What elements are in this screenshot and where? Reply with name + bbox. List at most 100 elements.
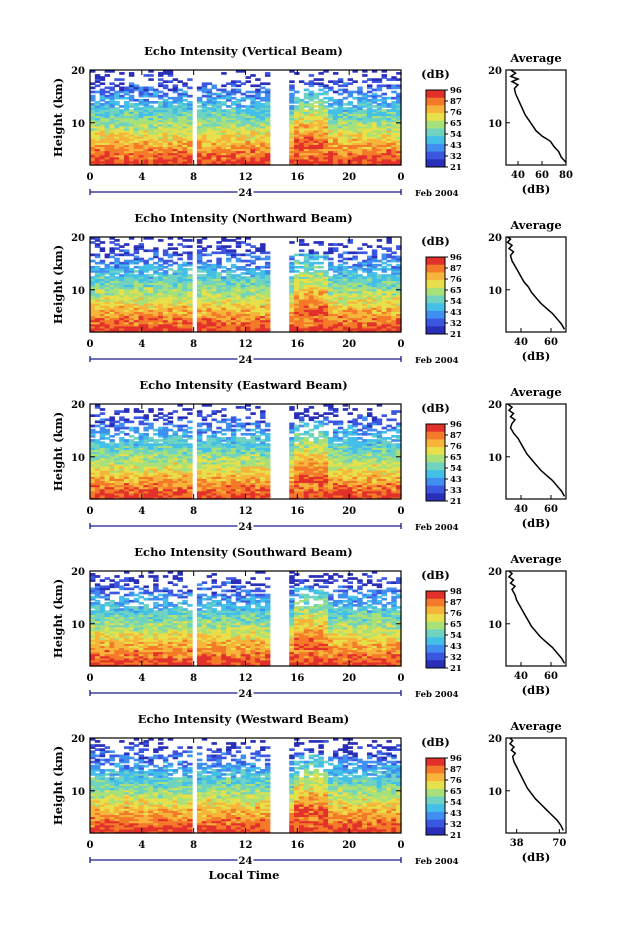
heatmap-cell <box>138 98 145 102</box>
heatmap-cell <box>133 311 140 315</box>
heatmap-cell <box>328 127 334 131</box>
average-x-tick-label: 80 <box>559 170 573 181</box>
heatmap-cell <box>138 158 145 162</box>
heatmap-cell <box>211 152 217 156</box>
heatmap-cell <box>196 325 203 329</box>
heatmap-cell <box>187 103 193 106</box>
heatmap-cell <box>235 100 242 104</box>
heatmap-cell <box>298 140 305 143</box>
heatmap-cell <box>99 154 106 158</box>
heatmap-cell <box>90 158 96 162</box>
heatmap-cell <box>128 327 135 331</box>
heatmap-cell <box>90 82 96 86</box>
heatmap-cell <box>226 251 232 255</box>
heatmap-cell <box>235 307 242 310</box>
heatmap-cell <box>376 115 383 119</box>
heatmap-cell <box>158 443 164 446</box>
heatmap-cell <box>196 115 203 119</box>
heatmap-cell <box>386 115 392 119</box>
heatmap-cell <box>153 284 159 288</box>
heatmap-cell <box>298 148 305 152</box>
heatmap-cell <box>196 156 203 160</box>
colorbar-swatch <box>426 159 445 168</box>
heatmap-cell <box>158 439 164 442</box>
heatmap-cell <box>264 105 271 108</box>
heatmap-cell <box>196 160 203 164</box>
heatmap-cell <box>124 140 130 143</box>
heatmap-cell <box>250 115 256 119</box>
heatmap-cell <box>143 154 149 158</box>
heatmap-cell <box>177 162 183 166</box>
heatmap-cell <box>342 245 349 248</box>
heatmap-cell <box>182 136 188 139</box>
heatmap-cell <box>99 90 106 94</box>
heatmap-cell <box>148 152 154 156</box>
heatmap-cell <box>201 298 208 302</box>
heatmap-cell <box>250 131 256 135</box>
heatmap-cell <box>206 160 213 164</box>
heatmap-cell <box>250 144 256 148</box>
heatmap-cell <box>201 315 208 319</box>
heatmap-cell <box>153 100 159 104</box>
heatmap-cell <box>119 309 125 312</box>
heatmap-cell <box>230 265 237 269</box>
heatmap-cell <box>250 117 256 121</box>
heatmap-cell <box>133 323 140 327</box>
heatmap-cell <box>90 319 96 323</box>
heatmap-cell <box>143 296 149 300</box>
heatmap-cell <box>318 121 324 125</box>
heatmap-cell <box>114 100 120 104</box>
heatmap-cell <box>332 80 339 83</box>
heatmap-cell <box>328 162 334 166</box>
heatmap-cell <box>230 249 237 253</box>
heatmap-cell <box>264 125 271 129</box>
heatmap-cell <box>230 154 237 158</box>
heatmap-cell <box>226 134 232 137</box>
heatmap-cell <box>386 138 392 141</box>
heatmap-cell <box>153 265 159 269</box>
heatmap-cell <box>162 134 169 137</box>
heatmap-cell <box>177 92 183 96</box>
heatmap-cell <box>138 284 145 288</box>
heatmap-cell <box>313 156 319 160</box>
heatmap-cell <box>381 119 388 123</box>
heatmap-cell <box>226 152 232 156</box>
heatmap-cell <box>391 103 397 106</box>
heatmap-cell <box>90 70 96 73</box>
heatmap-cell <box>138 257 145 261</box>
heatmap-cell <box>187 292 193 296</box>
heatmap-cell <box>177 156 183 160</box>
heatmap-cell <box>371 115 378 119</box>
heatmap-cell <box>298 103 305 106</box>
heatmap-cell <box>308 148 315 152</box>
heatmap-cell <box>235 125 242 129</box>
heatmap-cell <box>143 119 149 123</box>
heatmap-cell <box>162 152 169 156</box>
heatmap-cell <box>211 298 217 302</box>
heatmap-cell <box>124 323 130 327</box>
heatmap-cell <box>143 109 149 112</box>
heatmap-cell <box>396 138 402 141</box>
heatmap <box>90 404 402 500</box>
heatmap-cell <box>124 303 130 306</box>
heatmap-cell <box>90 140 96 143</box>
heatmap-cell <box>133 127 140 131</box>
heatmap-cell <box>148 150 154 154</box>
heatmap-cell <box>148 146 154 150</box>
heatmap-cell <box>289 119 295 123</box>
heatmap-cell <box>124 134 130 137</box>
heatmap-cell <box>153 298 159 302</box>
heatmap-cell <box>99 259 106 263</box>
heatmap-cell <box>221 136 227 139</box>
heatmap-cell <box>376 158 383 162</box>
heatmap-cell <box>177 319 183 323</box>
heatmap-cell <box>362 92 368 96</box>
heatmap-cell <box>90 150 96 154</box>
heatmap-cell <box>138 317 145 321</box>
heatmap-cell <box>133 251 140 255</box>
heatmap-cell <box>133 144 140 148</box>
heatmap-cell <box>94 156 101 160</box>
heatmap-cell <box>371 272 378 275</box>
heatmap-cell <box>362 259 368 263</box>
heatmap-cell <box>371 142 378 145</box>
